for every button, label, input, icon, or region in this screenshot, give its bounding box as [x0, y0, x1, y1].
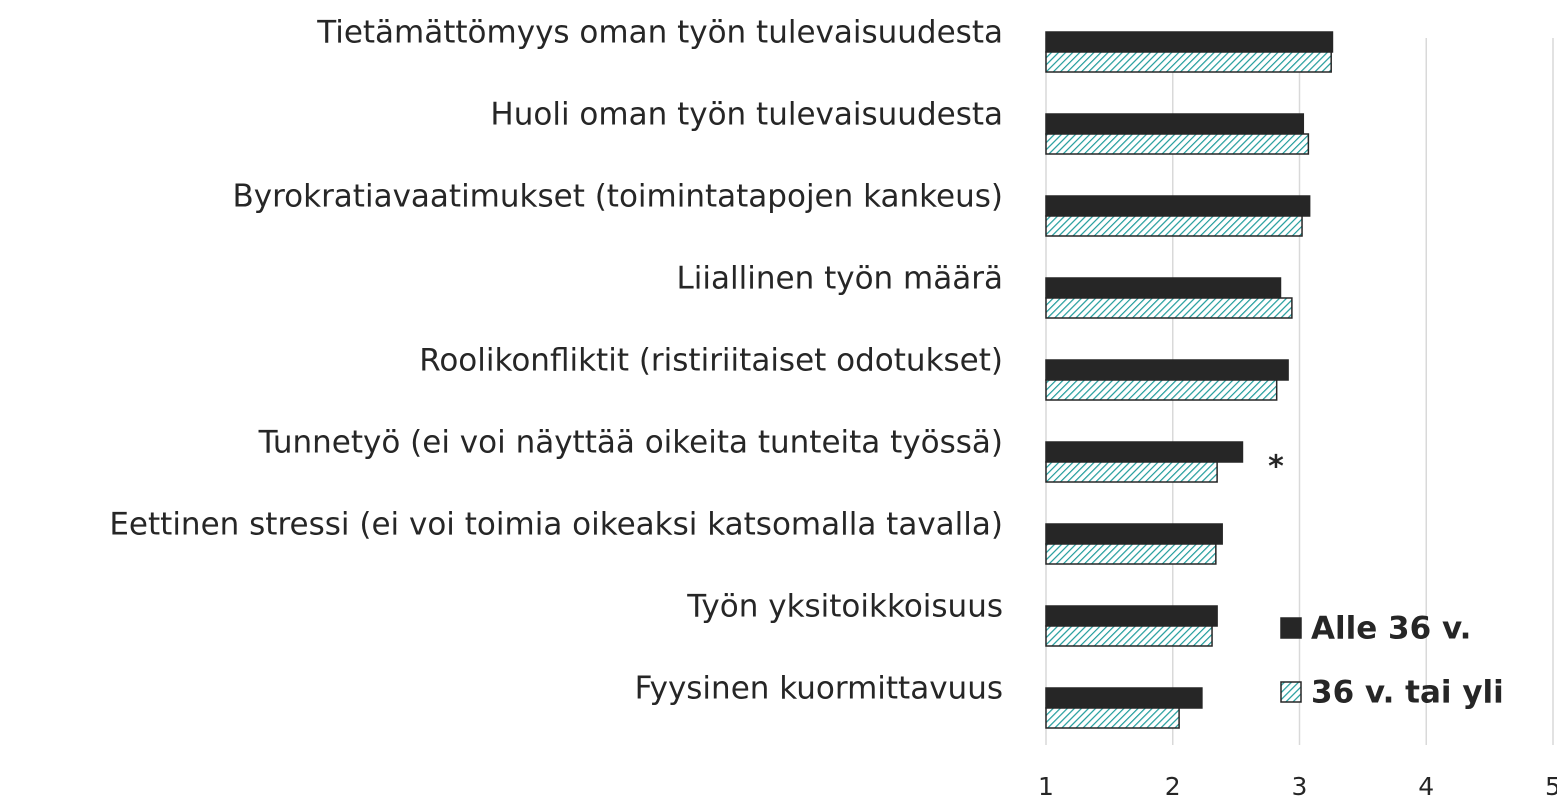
bar — [1045, 625, 1213, 647]
category-label: Fyysinen kuormittavuus — [635, 671, 1003, 707]
bar — [1045, 51, 1332, 73]
bar — [1045, 441, 1244, 463]
bar — [1045, 297, 1293, 319]
bar — [1045, 523, 1223, 545]
legend-label: Alle 36 v. — [1311, 611, 1471, 647]
category-label: Huoli oman työn tulevaisuudesta — [490, 97, 1003, 133]
category-label: Roolikonfliktit (ristiriitaiset odotukse… — [419, 343, 1003, 379]
category-label: Liiallinen työn määrä — [677, 261, 1003, 297]
category-label: Työn yksitoikkoisuus — [686, 589, 1003, 625]
bar — [1045, 277, 1282, 299]
bar — [1045, 707, 1180, 729]
bar — [1045, 133, 1310, 155]
bar — [1045, 605, 1218, 627]
labels: 1 2 3 4 5 Tietämättömyys oman työn tulevaisuu… — [109, 15, 1557, 799]
category-label: Tunnetyö (ei voi näyttää oikeita tunteit… — [258, 425, 1003, 461]
legend-swatch — [1280, 617, 1302, 639]
x-tick-label: 4 — [1418, 772, 1434, 799]
x-tick-label: 2 — [1165, 772, 1181, 799]
bar — [1045, 31, 1334, 53]
legend-label: 36 v. tai yli — [1311, 675, 1504, 711]
bars — [1045, 31, 1334, 729]
bar — [1045, 379, 1278, 401]
x-tick-label: 5 — [1545, 772, 1557, 799]
x-tick-label: 1 — [1038, 772, 1054, 799]
bar — [1045, 359, 1289, 381]
bar — [1045, 543, 1217, 565]
bar — [1045, 461, 1218, 483]
annotation: * — [1268, 450, 1284, 485]
bar — [1045, 687, 1203, 709]
bar — [1045, 215, 1303, 237]
category-label: Byrokratiavaatimukset (toimintatapojen k… — [232, 179, 1003, 215]
x-tick-label: 3 — [1292, 772, 1308, 799]
category-label: Tietämättömyys oman työn tulevaisuudesta — [316, 15, 1003, 51]
bar — [1045, 113, 1305, 135]
legend-swatch — [1280, 681, 1302, 703]
bar — [1045, 195, 1311, 217]
category-label: Eettinen stressi (ei voi toimia oikeaksi… — [109, 507, 1003, 543]
